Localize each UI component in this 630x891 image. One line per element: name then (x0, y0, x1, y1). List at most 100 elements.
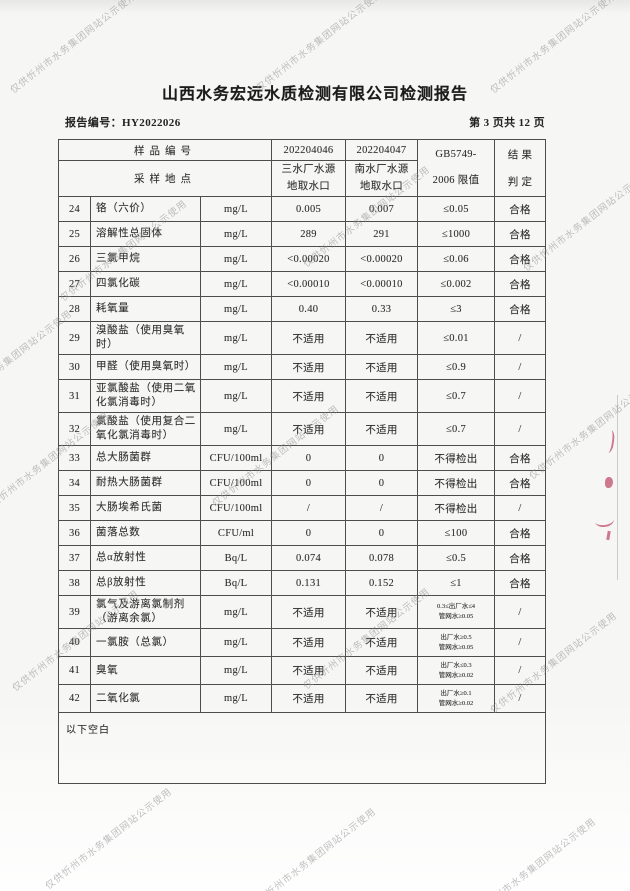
cell-index: 37 (58, 545, 91, 571)
cell-limit: ≤0.002 (417, 271, 496, 297)
limit-header-line1: GB5749- (435, 149, 477, 160)
cell-limit: ≤0.05 (417, 196, 496, 222)
cell-sample1-value: <0.00020 (271, 246, 347, 272)
cell-index: 38 (58, 570, 91, 596)
cell-limit: ≤1000 (417, 221, 496, 247)
cell-sample1-value: 不适用 (271, 379, 347, 413)
cell-index: 34 (58, 470, 91, 496)
cell-sample1-value: <0.00010 (271, 271, 347, 297)
cell-result: / (494, 684, 547, 713)
cell-sample2-value: 不适用 (345, 321, 419, 355)
cell-sample2-value: 不适用 (345, 628, 419, 657)
table-row: 38 总β放射性 Bq/L 0.131 0.152 ≤1 合格 (58, 570, 547, 596)
table-row: 42 二氧化氯 mg/L 不适用 不适用 出厂水≥0.1 管网水≥0.02/ (58, 684, 547, 713)
table-row: 35 大肠埃希氏菌 CFU/100ml / / 不得检出 / (58, 495, 547, 521)
cell-sample1-value: 不适用 (271, 354, 347, 380)
header-row-sample-site: 采样地点 三水厂水源 地取水口 南水厂水源 地取水口 (57, 160, 546, 197)
cell-result: 合格 (494, 520, 547, 546)
cell-sample1-value: 289 (271, 221, 347, 247)
cell-result: / (494, 321, 547, 355)
sample1-number: 202204046 (271, 138, 347, 162)
cell-unit: mg/L (199, 271, 273, 297)
cell-limit: ≤0.01 (417, 321, 496, 355)
result-header-line1: 结 果 (507, 150, 533, 161)
cell-sample2-value: <0.00020 (345, 246, 419, 272)
cell-parameter: 氯酸盐（使用复合二 氧化氯消毒时） (90, 412, 201, 446)
table-row: 28 耗氧量 mg/L 0.40 0.33 ≤3 合格 (58, 296, 547, 322)
red-stamp-mark (594, 512, 615, 529)
cell-index: 26 (58, 246, 91, 272)
cell-unit: mg/L (199, 412, 273, 446)
cell-result: / (494, 495, 547, 521)
cell-sample2-value: <0.00010 (345, 271, 419, 297)
sample-site-label: 采样地点 (57, 160, 273, 197)
cell-unit: mg/L (199, 628, 273, 657)
table-row: 25 溶解性总固体 mg/L 289 291 ≤1000 合格 (58, 221, 547, 247)
report-meta: 报告编号：HY2022026 第 3 页共 12 页 (58, 114, 545, 130)
cell-index: 39 (58, 595, 91, 629)
cell-sample1-value: 0.40 (271, 296, 347, 322)
cell-parameter: 四氯化碳 (90, 271, 201, 297)
cell-unit: mg/L (199, 684, 273, 713)
cell-unit: CFU/100ml (199, 495, 273, 521)
table-row: 41 臭氧 mg/L 不适用 不适用 出厂水≤0.3 管网水≥0.02/ (58, 656, 547, 685)
table-row: 37 总α放射性 Bq/L 0.074 0.078 ≤0.5 合格 (58, 545, 547, 571)
table-row: 33 总大肠菌群 CFU/100ml 0 0 不得检出 合格 (58, 445, 547, 471)
cell-sample2-value: 0.007 (345, 196, 419, 222)
cell-result: / (494, 656, 547, 685)
cell-parameter: 总β放射性 (90, 570, 201, 596)
limit-header-line2: 2006 限值 (432, 175, 480, 186)
cell-sample2-value: 0.152 (345, 570, 419, 596)
watermark: 仅供忻州市水务集团网站公示使用 (467, 816, 599, 891)
cell-index: 30 (58, 354, 91, 380)
sample2-site: 南水厂水源 地取水口 (345, 160, 419, 197)
cell-limit: ≤0.5 (417, 545, 496, 571)
red-stamp-mark (605, 477, 613, 488)
table-row: 27 四氯化碳 mg/L <0.00010 <0.00010 ≤0.002 合格 (58, 271, 547, 297)
table-row: 40 一氯胺（总氯） mg/L 不适用 不适用 出厂水≥0.5 管网水≥0.05/ (58, 628, 547, 657)
cell-parameter: 总α放射性 (90, 545, 201, 571)
cell-limit: 不得检出 (417, 495, 496, 521)
cell-parameter: 溶解性总固体 (90, 221, 201, 247)
cell-sample1-value: 不适用 (271, 595, 347, 629)
cell-sample1-value: 0 (271, 520, 347, 546)
cell-index: 28 (58, 296, 91, 322)
cell-parameter: 二氧化氯 (90, 684, 201, 713)
cell-result: 合格 (494, 545, 547, 571)
cell-parameter: 臭氧 (90, 656, 201, 685)
sample-no-label: 样品编号 (57, 138, 273, 162)
cell-unit: mg/L (199, 354, 273, 380)
cell-sample1-value: 0.074 (271, 545, 347, 571)
cell-limit: 出厂水≥0.5 管网水≥0.05 (417, 628, 496, 657)
table-row: 24 铬（六价） mg/L 0.005 0.007 ≤0.05 合格 (58, 196, 547, 222)
cell-index: 42 (58, 684, 91, 713)
cell-index: 24 (58, 196, 91, 222)
sample2-number: 202204047 (345, 138, 419, 162)
cell-sample2-value: 不适用 (345, 595, 419, 629)
cell-index: 41 (58, 656, 91, 685)
cell-result: 合格 (494, 470, 547, 496)
cell-sample1-value: 0.005 (271, 196, 347, 222)
cell-limit: 出厂水≥0.1 管网水≥0.02 (417, 684, 496, 713)
cell-index: 31 (58, 379, 91, 413)
cell-result: 合格 (494, 221, 547, 247)
cell-unit: CFU/100ml (199, 445, 273, 471)
table-row: 32 氯酸盐（使用复合二 氧化氯消毒时） mg/L 不适用 不适用 ≤0.7/ (58, 412, 547, 446)
cell-unit: CFU/ml (199, 520, 273, 546)
cell-sample2-value: 不适用 (345, 354, 419, 380)
cell-result: / (494, 412, 547, 446)
cell-parameter: 铬（六价） (90, 196, 201, 222)
cell-limit: 0.3≤出厂水≤4 管网水≥0.05 (417, 595, 496, 629)
cell-unit: mg/L (199, 379, 273, 413)
cell-unit: mg/L (199, 296, 273, 322)
cell-result: / (494, 628, 547, 657)
cell-index: 36 (58, 520, 91, 546)
cell-parameter: 耐热大肠菌群 (90, 470, 201, 496)
cell-sample1-value: 不适用 (271, 628, 347, 657)
cell-limit: ≤100 (417, 520, 496, 546)
cell-parameter: 一氯胺（总氯） (90, 628, 201, 657)
cell-index: 40 (58, 628, 91, 657)
cell-sample1-value: 不适用 (271, 656, 347, 685)
cell-unit: Bq/L (199, 570, 273, 596)
